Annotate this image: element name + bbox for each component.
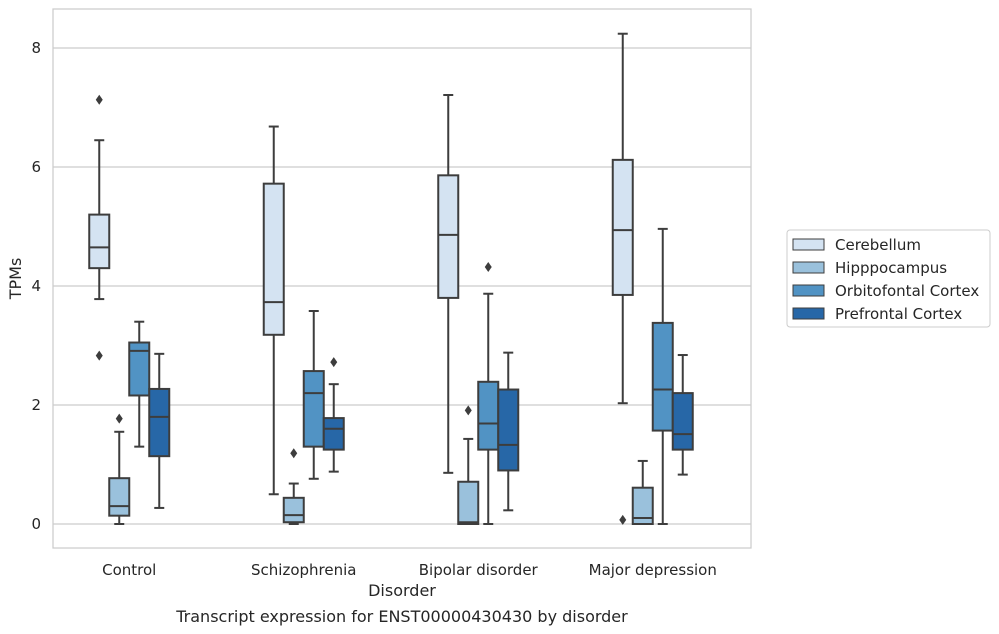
legend: Cerebellum Hipppocampus Orbitofontal Corte… — [786, 229, 991, 328]
series-hipppocampus — [108, 405, 654, 526]
x-tick-label: Control — [102, 561, 156, 579]
x-tick-label: Schizophrenia — [251, 561, 356, 579]
legend-frame — [786, 229, 991, 328]
box-iqr — [611, 158, 634, 296]
box-iqr — [671, 392, 694, 451]
box-major-depression — [611, 32, 634, 525]
box-schizophrenia — [302, 309, 325, 480]
box-bipolar-disorder — [497, 351, 520, 512]
box-iqr — [148, 387, 171, 458]
x-axis-label: Disorder — [368, 581, 436, 600]
y-tick-labels: 0 2 4 6 8 — [31, 39, 41, 533]
box-iqr — [477, 380, 500, 451]
box-iqr — [282, 496, 305, 524]
box-iqr — [302, 370, 325, 448]
y-tick-label: 2 — [31, 396, 41, 414]
legend-label: Hipppocampus — [835, 259, 947, 277]
legend-label: Prefrontal Cortex — [835, 305, 962, 323]
legend-swatch — [792, 307, 825, 320]
box-schizophrenia — [282, 448, 305, 525]
y-tick-label: 0 — [31, 515, 41, 533]
legend-item: Hipppocampus — [792, 259, 947, 277]
box-iqr — [88, 213, 111, 270]
legend-item: Prefrontal Cortex — [792, 305, 962, 323]
plot-area-frame — [52, 8, 752, 549]
y-tick-label: 6 — [31, 158, 41, 176]
box-control — [128, 320, 151, 448]
legend-swatch — [792, 238, 825, 251]
legend-label: Cerebellum — [835, 236, 921, 254]
y-tick-label: 4 — [31, 277, 41, 295]
y-tick-label: 8 — [31, 39, 41, 57]
legend-swatch — [792, 261, 825, 274]
box-iqr — [128, 341, 151, 397]
box-schizophrenia — [262, 125, 285, 496]
box-bipolar-disorder — [477, 261, 500, 525]
box-iqr — [631, 486, 654, 525]
legend-item: Cerebellum — [792, 236, 921, 254]
outlier-point — [619, 514, 627, 525]
x-tick-label: Major depression — [589, 561, 717, 579]
box-major-depression — [651, 227, 674, 525]
x-tick-labels: Control Schizophrenia Bipolar disorder Majo… — [102, 561, 717, 579]
box-control — [88, 94, 111, 361]
outlier-point — [115, 413, 123, 424]
legend-swatch — [792, 284, 825, 297]
box-bipolar-disorder — [437, 94, 460, 474]
box-iqr — [651, 321, 674, 432]
y-axis-label: TPMs — [6, 258, 25, 301]
legend-item: Orbitofontal Cortex — [792, 282, 979, 300]
box-schizophrenia — [322, 357, 345, 473]
outlier-point — [464, 405, 472, 416]
box-iqr — [437, 174, 460, 299]
legend-label: Orbitofontal Cortex — [835, 282, 979, 300]
box-bipolar-disorder — [457, 405, 480, 526]
outlier-point — [95, 94, 103, 105]
box-major-depression — [631, 459, 654, 525]
box-series-group — [88, 32, 694, 526]
outlier-point — [330, 357, 338, 368]
x-tick-label: Bipolar disorder — [419, 561, 539, 579]
box-major-depression — [671, 354, 694, 476]
box-control — [148, 352, 171, 509]
series-cerebellum — [88, 32, 634, 525]
outlier-point — [484, 261, 492, 272]
box-control — [108, 413, 131, 525]
box-iqr — [262, 182, 285, 336]
box-iqr — [497, 388, 520, 472]
series-prefrontal-cortex — [148, 351, 694, 512]
outlier-point — [95, 350, 103, 361]
box-iqr — [322, 417, 345, 451]
box-iqr — [108, 477, 131, 517]
chart-caption: Transcript expression for ENST0000043043… — [175, 607, 628, 626]
outlier-point — [290, 448, 298, 459]
box-iqr — [457, 480, 480, 526]
series-orbitofontal-cortex — [128, 227, 674, 525]
